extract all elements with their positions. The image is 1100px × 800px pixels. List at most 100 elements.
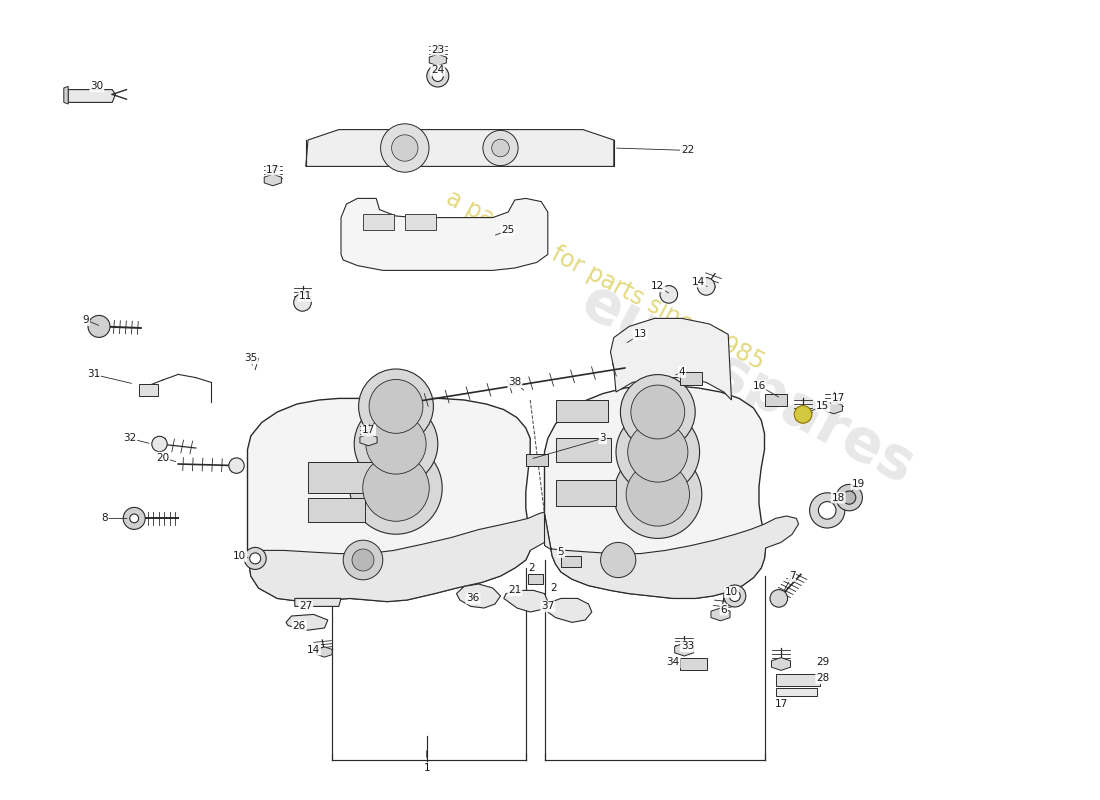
Text: 12: 12: [651, 282, 664, 291]
Text: 15: 15: [816, 402, 829, 411]
Text: 14: 14: [692, 277, 705, 286]
Text: 14: 14: [307, 645, 320, 654]
Circle shape: [244, 547, 266, 570]
Circle shape: [631, 385, 684, 439]
Circle shape: [836, 485, 862, 511]
Text: 31: 31: [87, 370, 100, 379]
Text: 30: 30: [90, 82, 103, 91]
Polygon shape: [674, 643, 694, 656]
Circle shape: [354, 402, 438, 486]
Text: eurospares: eurospares: [572, 272, 924, 496]
Text: 19: 19: [851, 479, 865, 489]
Circle shape: [729, 590, 740, 602]
Polygon shape: [360, 434, 377, 446]
Text: 17: 17: [832, 394, 845, 403]
Bar: [363, 214, 394, 230]
Text: 17: 17: [362, 426, 375, 435]
Polygon shape: [264, 174, 282, 186]
Text: 2: 2: [550, 583, 557, 593]
Polygon shape: [825, 402, 843, 414]
Circle shape: [352, 549, 374, 571]
Circle shape: [620, 374, 695, 450]
Circle shape: [818, 502, 836, 519]
Polygon shape: [248, 508, 572, 602]
Circle shape: [123, 507, 145, 530]
Text: 11: 11: [299, 291, 312, 301]
Bar: [556, 438, 610, 462]
Text: 34: 34: [667, 658, 680, 667]
Polygon shape: [341, 198, 548, 270]
Text: 29: 29: [816, 658, 829, 667]
Circle shape: [628, 422, 688, 482]
Polygon shape: [544, 386, 766, 598]
Polygon shape: [64, 86, 68, 104]
Text: 36: 36: [466, 594, 480, 603]
Polygon shape: [248, 398, 530, 602]
Circle shape: [843, 491, 856, 504]
Text: 16: 16: [752, 381, 766, 390]
Circle shape: [88, 315, 110, 338]
Text: 17: 17: [774, 699, 788, 709]
Text: 10: 10: [233, 551, 246, 561]
Bar: [556, 480, 616, 506]
Circle shape: [366, 414, 426, 474]
Polygon shape: [504, 590, 548, 612]
Text: a passion for parts since 1985: a passion for parts since 1985: [442, 186, 768, 374]
Polygon shape: [286, 614, 328, 630]
Text: 9: 9: [82, 315, 89, 325]
Text: 33: 33: [681, 642, 694, 651]
Circle shape: [250, 553, 261, 564]
Circle shape: [432, 70, 443, 82]
Text: 18: 18: [832, 493, 845, 502]
Bar: [526, 454, 548, 466]
Bar: [680, 658, 707, 670]
Polygon shape: [317, 647, 332, 657]
Text: 27: 27: [299, 602, 312, 611]
Polygon shape: [771, 658, 791, 670]
Text: 20: 20: [156, 453, 169, 462]
Polygon shape: [711, 608, 730, 621]
Circle shape: [370, 379, 422, 434]
Text: 25: 25: [502, 226, 515, 235]
Polygon shape: [544, 598, 592, 622]
Text: 35: 35: [244, 354, 257, 363]
Circle shape: [697, 278, 715, 295]
Polygon shape: [68, 90, 116, 102]
Circle shape: [626, 462, 690, 526]
Text: 10: 10: [725, 587, 738, 597]
Polygon shape: [610, 318, 732, 400]
Text: 13: 13: [634, 330, 647, 339]
Text: 37: 37: [541, 602, 554, 611]
Text: 32: 32: [123, 434, 136, 443]
Text: 6: 6: [720, 605, 727, 614]
Text: 5: 5: [558, 547, 564, 557]
Text: 21: 21: [508, 586, 521, 595]
Polygon shape: [306, 130, 614, 166]
Bar: [556, 400, 608, 422]
Text: 8: 8: [101, 514, 108, 523]
Circle shape: [601, 542, 636, 578]
Circle shape: [343, 540, 383, 580]
Bar: [405, 214, 436, 230]
Polygon shape: [456, 584, 501, 608]
Text: 4: 4: [679, 367, 685, 377]
Bar: [561, 556, 581, 567]
Circle shape: [152, 436, 167, 452]
Text: 23: 23: [431, 45, 444, 54]
Circle shape: [350, 442, 442, 534]
Text: 28: 28: [816, 674, 829, 683]
Polygon shape: [544, 514, 799, 598]
Circle shape: [794, 406, 812, 423]
Text: 2: 2: [528, 563, 535, 573]
Polygon shape: [429, 54, 447, 66]
Text: 17: 17: [266, 165, 279, 174]
Text: 1: 1: [424, 763, 430, 773]
Text: 7: 7: [789, 571, 795, 581]
Text: 38: 38: [508, 378, 521, 387]
Text: 26: 26: [293, 621, 306, 630]
Bar: [776, 688, 817, 696]
Circle shape: [130, 514, 139, 523]
Circle shape: [616, 410, 700, 494]
Circle shape: [363, 454, 429, 522]
Bar: [139, 384, 158, 396]
